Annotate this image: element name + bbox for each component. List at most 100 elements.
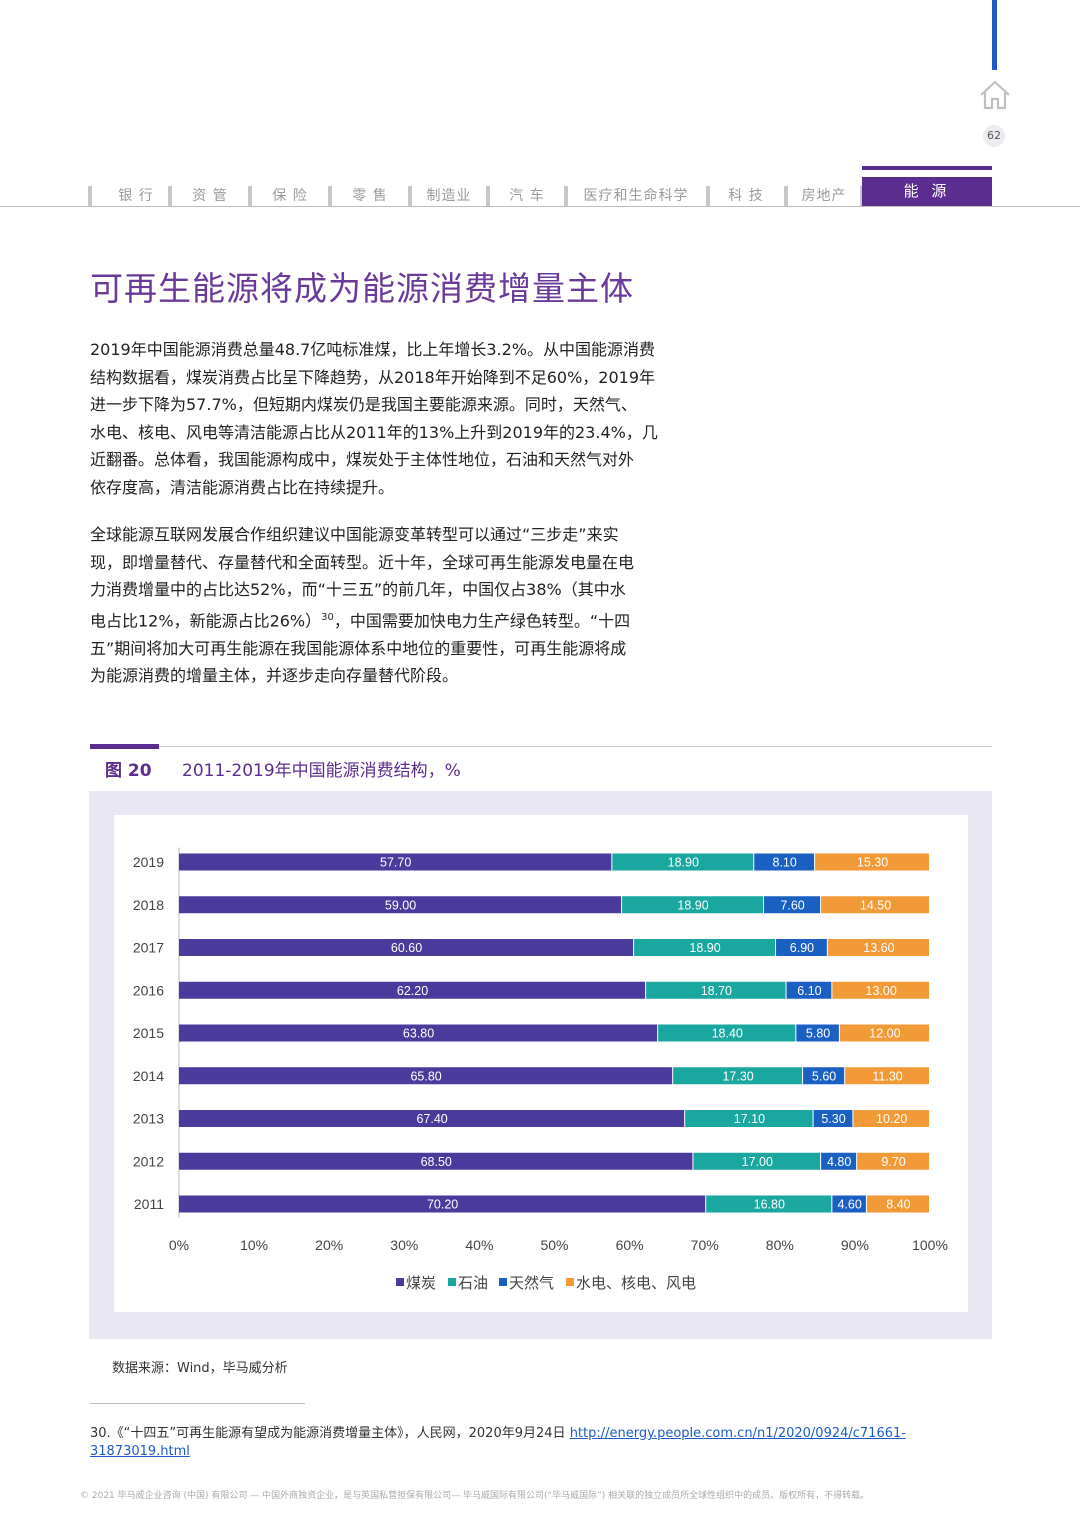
bar-segment [815, 853, 929, 871]
data-label: 4.80 [827, 1155, 851, 1169]
nav-tab[interactable]: 医疗和生命科学 [583, 188, 689, 204]
paragraph-line: 五”期间将加大可再生能源在我国能源体系中地位的重要性，可再生能源将成 [90, 638, 627, 658]
nav-tab[interactable]: 资 管 [192, 188, 228, 204]
data-label: 5.60 [812, 1069, 836, 1083]
data-source: 数据来源：Wind，毕马威分析 [112, 1361, 288, 1376]
bar-segment [776, 939, 827, 956]
nav-baseline [0, 206, 1080, 207]
stacked-bar-chart: 2019 57.70 18.90 8.10 15.30 2018 59.00 18.90 7.6… [133, 847, 948, 1292]
bar-segment [179, 853, 612, 871]
data-label: 17.30 [722, 1069, 753, 1083]
nav-separator [564, 186, 568, 206]
x-tick-label: 80% [766, 1237, 794, 1253]
x-tick-label: 10% [240, 1237, 268, 1253]
data-label: 67.40 [416, 1112, 447, 1126]
page-number: 62 [983, 125, 1005, 147]
figure-title: 2011-2019年中国能源消费结构，% [182, 761, 461, 781]
data-label: 5.80 [806, 1027, 830, 1041]
bar-segment [796, 1024, 839, 1042]
paragraph-line: 结构数据看，煤炭消费占比呈下降趋势，从2018年开始降到不足60%，2019年 [90, 367, 656, 387]
footnote-ref[interactable]: 30 [321, 611, 334, 623]
nav-tab[interactable]: 科 技 [728, 188, 764, 204]
nav-tab[interactable]: 保 险 [272, 188, 308, 204]
bar-segment [179, 1067, 673, 1085]
legend-label: 石油 [458, 1274, 488, 1292]
legend-label: 水电、核电、风电 [576, 1274, 696, 1292]
bar-segment [179, 896, 622, 914]
x-tick-label: 40% [465, 1237, 493, 1253]
legend-swatch [499, 1278, 507, 1286]
paragraph-line: 近翻番。总体看，我国能源构成中，煤炭处于主体性地位，石油和天然气对外 [90, 450, 635, 470]
nav-tab[interactable]: 房地产 [801, 188, 847, 204]
data-label: 18.40 [712, 1027, 743, 1041]
nav-separator [248, 186, 252, 206]
bar-segment [179, 939, 634, 956]
x-tick-label: 60% [616, 1237, 644, 1253]
bar-segment [706, 1195, 832, 1213]
footnote-rule [90, 1403, 305, 1404]
paragraph-line: 全球能源互联网发展合作组织建议中国能源变革转型可以通过“三步走”来实 [90, 525, 619, 544]
data-label: 7.60 [780, 898, 804, 912]
bar-segment [179, 1110, 685, 1127]
y-tick-label: 2016 [133, 982, 164, 998]
y-tick-label: 2017 [133, 940, 164, 956]
nav-tab[interactable]: 零 售 [352, 188, 388, 204]
bar-segment [658, 1024, 796, 1042]
chart-panel: 2019 57.70 18.90 8.10 15.30 2018 59.00 18.90 7.6… [114, 815, 968, 1312]
paragraph-text: ，中国需要加快电力生产绿色转型。“十四 [333, 611, 631, 631]
nav-tab[interactable]: 制造业 [426, 188, 472, 204]
data-label: 5.30 [821, 1112, 845, 1126]
nav-tab[interactable]: 银 行 [118, 188, 154, 204]
data-label: 6.90 [790, 941, 814, 955]
y-tick-label: 2015 [133, 1025, 164, 1041]
bar-segment [179, 1195, 706, 1213]
data-label: 63.80 [403, 1027, 434, 1041]
paragraph-line: 水电、核电、风电等清洁能源占比从2011年的13%上升到2019年的23.4%，… [90, 422, 658, 442]
bar-segment [827, 939, 929, 956]
home-icon[interactable] [978, 78, 1012, 112]
x-tick-label: 0% [169, 1237, 189, 1253]
data-label: 15.30 [857, 856, 888, 870]
bar-segment [673, 1067, 803, 1085]
y-tick-label: 2011 [134, 1196, 164, 1212]
bar-segment [803, 1067, 845, 1085]
data-label: 14.50 [860, 898, 891, 912]
x-tick-label: 100% [912, 1237, 948, 1253]
nav-separator [408, 186, 412, 206]
footnote-link[interactable]: http://energy.people.com.cn/n1/2020/0924… [90, 1426, 906, 1459]
data-label: 17.10 [734, 1112, 765, 1126]
paragraph-line: 电占比12%，新能源占比26%）30，中国需要加快电力生产绿色转型。“十四 [90, 604, 700, 635]
y-tick-label: 2013 [133, 1111, 164, 1127]
data-label: 18.90 [668, 856, 699, 870]
nav-active-topline [862, 166, 992, 170]
data-label: 18.90 [689, 941, 720, 955]
bar-segment [634, 939, 776, 956]
data-label: 13.00 [866, 984, 897, 998]
bar-segment [754, 853, 815, 871]
legend-swatch [396, 1278, 404, 1286]
nav-separator [168, 186, 172, 206]
paragraph-line: 力消费增量中的占比达52%，而“十三五”的前几年，中国仅占38%（其中水 [90, 580, 626, 600]
bar-segment [179, 1152, 693, 1170]
nav-separator [328, 186, 332, 206]
bar-segment [612, 853, 754, 871]
nav-tab-energy[interactable]: 能 源 [862, 177, 992, 206]
paragraph-line: 现，即增量替代、存量替代和全面转型。近十年，全球可再生能源发电量在电 [90, 552, 635, 572]
data-label: 4.60 [837, 1198, 861, 1212]
data-label: 59.00 [385, 898, 416, 912]
data-label: 12.00 [869, 1027, 900, 1041]
figure-label: 图 20 [105, 761, 152, 781]
nav-separator [88, 186, 92, 206]
data-label: 60.60 [391, 941, 422, 955]
figure-rule [159, 746, 992, 747]
y-tick-label: 2019 [133, 854, 164, 870]
legend-swatch [566, 1278, 574, 1286]
bar-segment [622, 896, 764, 914]
nav-tab[interactable]: 汽 车 [509, 188, 545, 204]
data-label: 70.20 [427, 1198, 458, 1212]
legend-label: 天然气 [509, 1274, 554, 1292]
y-tick-label: 2012 [133, 1153, 164, 1169]
nav-separator [706, 186, 710, 206]
footnote-text: 30.《“十四五”可再生能源有望成为能源消费增量主体》，人民网，2020年9月2… [90, 1426, 566, 1441]
data-label: 13.60 [863, 941, 894, 955]
